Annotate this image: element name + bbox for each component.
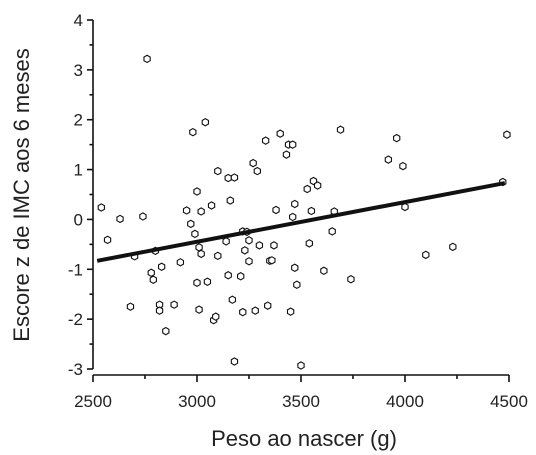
data-point [336,125,345,134]
data-point [149,275,157,284]
y-tick-label: -2 [68,310,83,329]
data-point [245,236,253,245]
data-point [187,219,195,229]
data-point [228,295,237,304]
data-point [249,158,257,168]
trendline-group [96,181,506,263]
data-point [289,140,297,149]
data-point [197,207,205,216]
data-point [307,206,316,216]
data-point [255,241,264,250]
data-points [97,54,511,370]
data-point [399,161,407,171]
x-axis: 2500 3000 3500 4000 4500 [74,374,528,411]
data-point [155,306,164,315]
data-point [289,212,297,222]
data-point [97,203,105,212]
data-point [297,361,305,370]
data-point [328,227,336,236]
data-point [224,173,232,183]
data-point [264,301,272,310]
data-point [139,212,147,221]
data-point [347,275,355,284]
trend-line [96,181,506,263]
x-tick-label: 4500 [490,392,528,411]
data-point [384,155,393,164]
data-point [503,130,511,139]
data-point [157,262,166,272]
data-point [230,357,239,366]
data-point [261,136,270,145]
data-point [401,202,409,212]
data-point [182,206,191,215]
y-tick-label: 1 [74,161,83,180]
data-point [313,181,322,190]
y-axis-title: Escore z de IMC aos 6 meses [9,48,34,341]
data-point [241,246,249,255]
data-point [147,268,155,278]
data-point [320,266,328,276]
x-tick-label: 3000 [178,392,216,411]
data-point [449,242,457,252]
y-tick-label: -3 [68,360,83,379]
data-point [197,249,205,259]
data-point [214,166,222,176]
x-tick-label: 2500 [74,392,112,411]
y-tick-label: 4 [74,11,83,30]
data-point [305,239,313,248]
x-tick-label: 4000 [386,392,424,411]
data-point [162,326,170,336]
data-point [201,117,209,127]
y-tick-label: 3 [74,61,83,80]
data-point [268,256,276,265]
data-point [291,263,299,273]
data-point [103,235,112,245]
data-point [176,258,185,267]
data-point [207,201,216,210]
data-point [195,305,203,314]
data-point [191,229,199,239]
data-point [230,173,239,182]
data-point [226,196,234,205]
data-point [203,277,212,286]
data-point [286,307,295,316]
data-point [276,129,284,138]
data-point [126,302,135,311]
y-tick-label: 2 [74,111,83,130]
y-axis: -3 -2 -1 0 1 2 3 4 [68,11,94,379]
data-point [224,271,232,280]
y-tick-label: -1 [68,260,83,279]
data-point [245,257,253,266]
data-point [212,312,220,321]
data-point [189,127,197,137]
data-point [143,54,151,64]
data-point [393,133,401,143]
data-point [293,280,301,289]
data-point [251,306,259,315]
data-point [303,184,311,194]
x-axis-title: Peso ao nascer (g) [211,426,397,451]
data-point [239,307,247,317]
data-point [282,150,291,159]
data-point [222,237,230,246]
y-tick-label: 0 [74,210,83,229]
data-point [193,278,201,287]
data-point [193,187,201,196]
data-point [422,250,430,260]
data-point [237,272,245,281]
data-point [253,166,261,176]
data-point [116,214,124,224]
data-point [291,199,299,209]
data-point [170,300,178,309]
data-point [270,241,278,250]
data-point [272,205,280,215]
data-point [214,251,222,261]
x-tick-label: 3500 [282,392,320,411]
